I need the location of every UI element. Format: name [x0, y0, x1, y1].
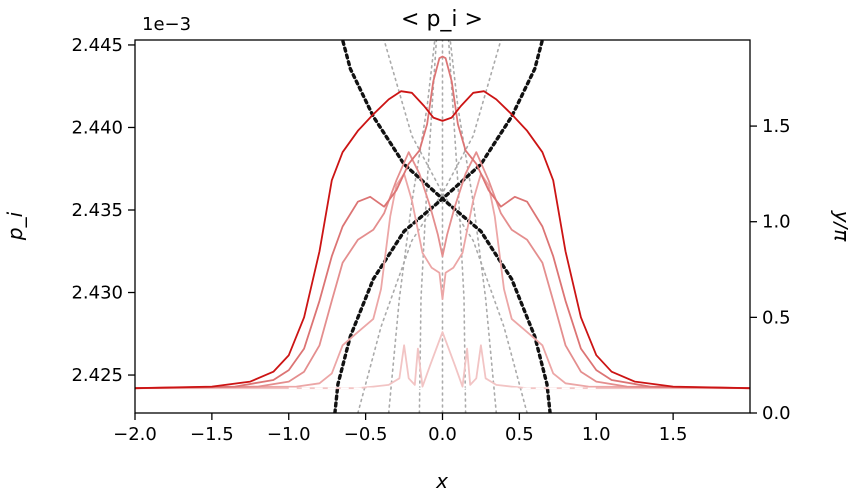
- y-tick-label: 2.440: [71, 117, 123, 138]
- series-line-0: [135, 331, 750, 390]
- series-line-2: [135, 151, 750, 390]
- x-tick-label: 0.5: [505, 424, 534, 445]
- x-tick-label: −1.0: [267, 424, 311, 445]
- y2-curve-gray-dotted-7: [447, 40, 467, 413]
- y2-curve-gray-dotted-6: [418, 40, 438, 413]
- series-line-1: [135, 172, 750, 390]
- y2-curve-gray-dotted-3: [383, 40, 528, 413]
- y2-tick-label: 1.5: [762, 116, 791, 137]
- x-axis-label: x: [435, 469, 448, 493]
- x-tick-label: −1.5: [190, 424, 234, 445]
- plot-area: [135, 40, 750, 413]
- y-axis-label: p_i: [3, 211, 27, 241]
- x-tick-label: 1.0: [582, 424, 611, 445]
- y2-tick-label: 1.0: [762, 212, 791, 233]
- series-line-4: [135, 90, 750, 390]
- y-tick-label: 2.425: [71, 365, 123, 386]
- x-tick-label: −2.0: [113, 424, 157, 445]
- y2-tick-label: 0.0: [762, 403, 791, 424]
- ticks: −2.0 −1.5 −1.0 −0.5 0.0 0.5 1.0 1.5 2.425 2.430 2.…: [71, 35, 790, 445]
- y2-curve-black-dotted-1: [340, 40, 552, 413]
- y-tick-label: 2.435: [71, 200, 123, 221]
- x-tick-label: 0.0: [428, 424, 457, 445]
- x-tick-label: −0.5: [344, 424, 388, 445]
- y2-axis-label: y/π: [830, 210, 848, 243]
- chart-title: < p_i >: [401, 7, 483, 32]
- y2-curve-gray-dotted-2: [357, 40, 502, 413]
- offset-text: 1e−3: [142, 14, 191, 35]
- y2-tick-label: 0.5: [762, 307, 791, 328]
- series-line-3: [135, 55, 750, 390]
- y2-curve-black-dotted-0: [333, 40, 545, 413]
- y-tick-label: 2.445: [71, 35, 123, 56]
- y-tick-label: 2.430: [71, 283, 123, 304]
- x-tick-label: 1.5: [659, 424, 688, 445]
